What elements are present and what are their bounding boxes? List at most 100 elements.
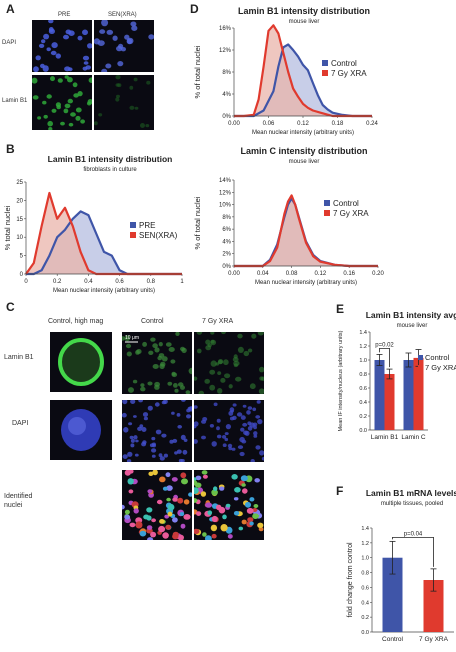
nucleus — [180, 346, 185, 352]
nucleus — [133, 77, 138, 82]
nucleus — [165, 524, 172, 530]
nucleus — [72, 82, 78, 88]
nucleus — [180, 385, 185, 390]
nucleus — [134, 453, 139, 457]
nucleus — [242, 404, 247, 408]
chart-subtitle: multiple tissues, pooled — [381, 501, 443, 507]
y-tick-label: 0.8 — [359, 372, 367, 378]
legend-label-1: 7 Gy XRA — [331, 69, 367, 78]
nucleus — [239, 451, 245, 457]
bar-0-0 — [382, 557, 403, 632]
nucleus — [166, 485, 173, 491]
legend-swatch-1 — [322, 70, 328, 76]
nucleus — [115, 75, 121, 80]
nucleus — [140, 383, 145, 387]
nucleus — [240, 475, 248, 482]
y-tick-label: 0.6 — [361, 585, 369, 591]
nucleus — [87, 43, 92, 49]
nucleus — [130, 21, 137, 27]
y-tick-label: 0.0 — [361, 630, 369, 636]
panel-c-col-xra: 7 Gy XRA — [202, 318, 234, 325]
nucleus — [241, 439, 247, 444]
x-tick-label: 0.00 — [228, 271, 240, 277]
nucleus — [180, 434, 186, 440]
nucleus — [88, 77, 92, 83]
nucleus — [244, 501, 252, 508]
nucleus — [194, 376, 198, 381]
nucleus — [166, 497, 171, 502]
nucleus — [147, 381, 153, 386]
nucleus — [261, 456, 264, 461]
nucleus — [204, 378, 210, 384]
chart-d-lamin-b1-liver: Lamin B1 intensity distribution mouse liv… — [193, 6, 378, 136]
nucleus — [32, 95, 39, 100]
nucleus — [75, 115, 81, 121]
category-label-1: 7 Gy XRA — [419, 636, 449, 643]
nucleus — [48, 127, 53, 130]
nucleus — [154, 381, 160, 387]
nucleus — [158, 453, 163, 458]
nucleus — [51, 108, 57, 113]
nucleus — [155, 429, 162, 435]
nucleus — [73, 93, 79, 98]
y-tick-label: 1.2 — [359, 344, 367, 350]
nucleus — [211, 515, 218, 523]
nucleus — [63, 34, 69, 40]
x-tick-label: 0.6 — [115, 279, 124, 285]
nucleus — [162, 532, 169, 539]
y-tick-label: 12% — [219, 190, 232, 196]
y-tick-label: 0% — [222, 264, 231, 270]
nucleus — [247, 421, 252, 426]
nucleus — [227, 443, 233, 448]
nucleus — [210, 360, 217, 367]
nucleus — [183, 514, 191, 520]
nucleus — [187, 406, 192, 411]
y-tick-label: 10 — [16, 235, 23, 241]
nucleus — [246, 507, 254, 514]
nucleus — [146, 525, 153, 530]
nucleus — [158, 342, 163, 347]
x-axis-label: Mean nuclear intensity (arbitrary units) — [53, 288, 155, 294]
series-area-0 — [234, 44, 372, 116]
nucleus — [87, 99, 92, 105]
nucleus — [195, 475, 202, 481]
nucleus — [150, 531, 157, 538]
nucleus — [142, 341, 147, 347]
nucleus — [122, 454, 128, 459]
nucleus — [230, 409, 234, 413]
nucleus — [216, 426, 220, 431]
nucleus — [224, 432, 229, 436]
nucleus — [220, 524, 228, 532]
nucleus — [151, 518, 156, 523]
y-tick-label: 12% — [219, 48, 232, 54]
nucleus — [148, 34, 154, 40]
nucleus — [180, 472, 187, 479]
nucleus — [139, 530, 147, 537]
x-tick-label: 0.8 — [147, 279, 156, 285]
x-tick-label: 0.08 — [286, 271, 298, 277]
legend-swatch-0 — [322, 60, 328, 66]
panel-a-row-laminb1: Lamin B1 — [2, 98, 28, 104]
nucleus — [205, 502, 213, 508]
nucleus — [233, 511, 240, 516]
series-line-0 — [234, 43, 372, 118]
nucleus — [234, 487, 241, 493]
panel-letter-b: B — [6, 142, 15, 156]
nucleus — [232, 357, 239, 362]
nucleus — [209, 424, 214, 428]
nucleus — [147, 405, 153, 411]
nucleus — [83, 61, 89, 65]
y-tick-label: 1.0 — [359, 358, 367, 364]
y-tick-label: 2% — [222, 252, 231, 258]
nucleus — [126, 459, 132, 462]
nucleus — [252, 422, 258, 427]
nucleus — [255, 445, 261, 450]
nucleus — [129, 85, 134, 90]
nucleus — [170, 359, 176, 364]
nucleus — [241, 483, 246, 487]
nucleus — [253, 425, 257, 430]
nucleus — [112, 35, 118, 41]
nucleus — [201, 419, 207, 424]
nucleus — [172, 438, 178, 443]
nucleus — [42, 65, 49, 72]
